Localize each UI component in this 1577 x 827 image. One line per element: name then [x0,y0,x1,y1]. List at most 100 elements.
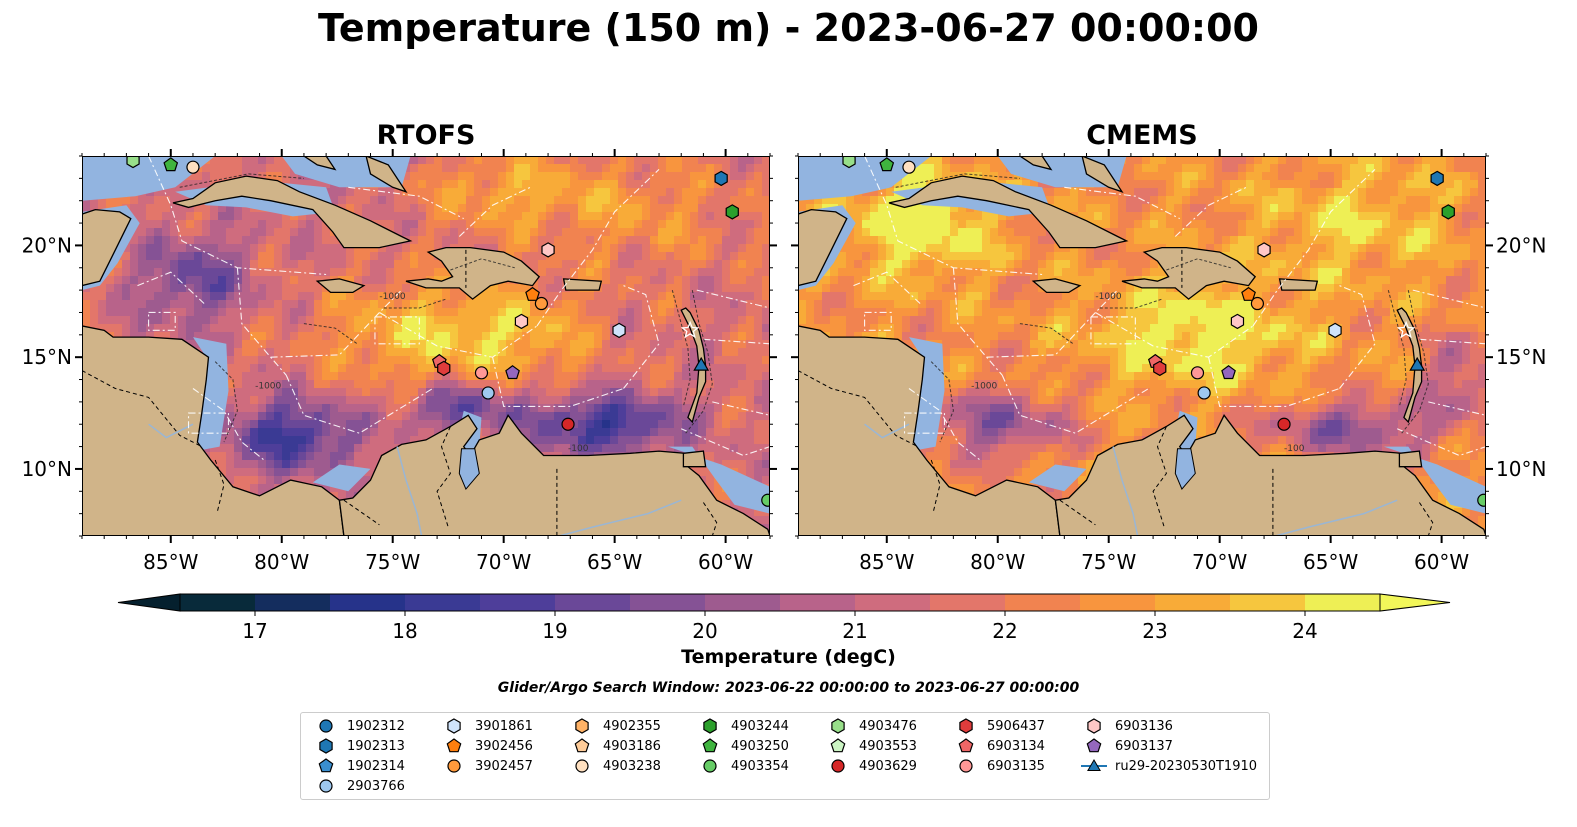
bathymetry-contours [179,173,713,443]
legend-marker-icon [319,719,333,733]
float-marker [1430,170,1444,187]
land-trinidad [682,450,707,468]
legend-marker-icon [319,779,333,793]
legend-marker-icon [1081,759,1107,771]
legend-label: 4903354 [731,758,789,774]
colorbar-tick-label: 18 [392,619,417,643]
colorbar-segment [330,594,406,611]
lon-tick-label: 70°W [476,550,531,574]
legend-marker-icon [958,738,974,753]
colorbar-segment [1155,594,1231,611]
lat-tick-label: 10°N [22,457,72,481]
land-bahamas2 [1081,156,1124,194]
legend-item: ru29-20230530T1910 [1081,757,1257,775]
float-marker [1221,365,1236,380]
legend-marker-icon [831,759,845,773]
colorbar-extend-max [1379,593,1451,612]
legend-marker [703,759,717,773]
lon-tick-label: 65°W [587,550,642,574]
legend-marker [446,738,462,753]
legend-label: 3902456 [475,738,533,754]
legend-label: 3902457 [475,758,533,774]
lat-tick-label: 20°N [1496,233,1546,257]
colorbar-tick-label: 23 [1142,619,1167,643]
colorbar-segment [480,594,556,611]
legend: 1902312 1902313 1902314 2903766 3901861 39024… [300,712,1270,800]
legend-label: 4903250 [731,738,789,754]
land-hispaniola [1121,246,1257,300]
legend-label: ru29-20230530T1910 [1115,758,1258,774]
legend-item: 6903135 [953,757,1045,775]
map-panel-cmems: -1000 -100 -1000 [798,156,1486,536]
contour-label: -100 [1284,444,1305,454]
legend-item: 6903136 [1081,717,1173,735]
legend-item: 4903354 [697,757,789,775]
legend-item: 4903238 [569,757,661,775]
legend-item: 4903553 [825,737,917,755]
legend-marker-icon [1087,718,1101,734]
legend-marker-icon [702,738,718,753]
glider-marker [1409,356,1426,371]
land-southAmerica [338,414,770,536]
legend-marker [830,738,846,753]
float-marker [541,242,555,258]
float-marker [1477,493,1486,507]
float-marker [725,204,739,220]
legend-marker [958,738,974,753]
legend-item: 4903186 [569,737,661,755]
float-marker [879,157,895,172]
legend-marker-icon [959,759,973,773]
float-marker [163,157,179,172]
land-trinidad [1398,450,1423,468]
float-marker [1328,322,1342,339]
colorbar-tick-label: 22 [992,619,1017,643]
legend-label: 6903137 [1115,738,1173,754]
colorbar-tick-label: 19 [542,619,567,643]
legend-marker-icon [959,718,973,734]
legend-marker-icon [447,759,461,773]
float-marker [474,366,489,380]
float-markers [126,156,770,507]
legend-item: 3902456 [441,737,533,755]
legend-item: 3902457 [441,757,533,775]
lat-tick-label: 20°N [22,233,72,257]
legend-label: 5906437 [987,718,1045,734]
lon-tick-label: 85°W [143,550,198,574]
legend-marker [319,779,333,793]
eez-boundaries [853,156,1486,461]
float-marker [1197,386,1211,400]
colorbar-segment [1230,594,1306,611]
legend-item: 3901861 [441,717,533,735]
figure-title: Temperature (150 m) - 2023-06-27 00:00:0… [317,6,1259,50]
legend-marker-icon [575,759,589,773]
colorbar-segment [705,594,781,611]
lon-tick-label: 75°W [1081,550,1136,574]
float-marker [481,386,495,400]
lon-tick-label: 75°W [365,550,420,574]
float-marker [1257,242,1271,258]
legend-marker-icon [1086,738,1102,753]
legend-item: 4903244 [697,717,789,735]
legend-item: 4903250 [697,737,789,755]
land-cuba [172,175,413,249]
colorbar-segment [255,594,331,611]
float-marker [1250,296,1265,311]
float-marker [534,296,549,311]
rivers [148,423,682,536]
legend-marker-icon [575,718,589,734]
axes-tick-layer: 85°W 80°W 75°W 70°W 65°W 60°W 20°N 15°N 10°N 85°W… [22,149,1546,574]
legend-label: 1902312 [347,718,405,734]
legend-item: 1902314 [313,757,405,775]
legend-marker-icon [446,738,462,753]
land-puertoRico [562,278,603,291]
land-yucatan [82,208,132,287]
land-bahamas [1018,156,1053,171]
legend-label: 3901861 [475,718,533,734]
legend-label: 6903135 [987,758,1045,774]
lon-tick-label: 70°W [1192,550,1247,574]
country-borders [798,249,1434,536]
land-jamaica [315,278,366,294]
land-cuba [888,175,1129,249]
float-marker [186,160,200,174]
legend-label: 1902313 [347,738,405,754]
